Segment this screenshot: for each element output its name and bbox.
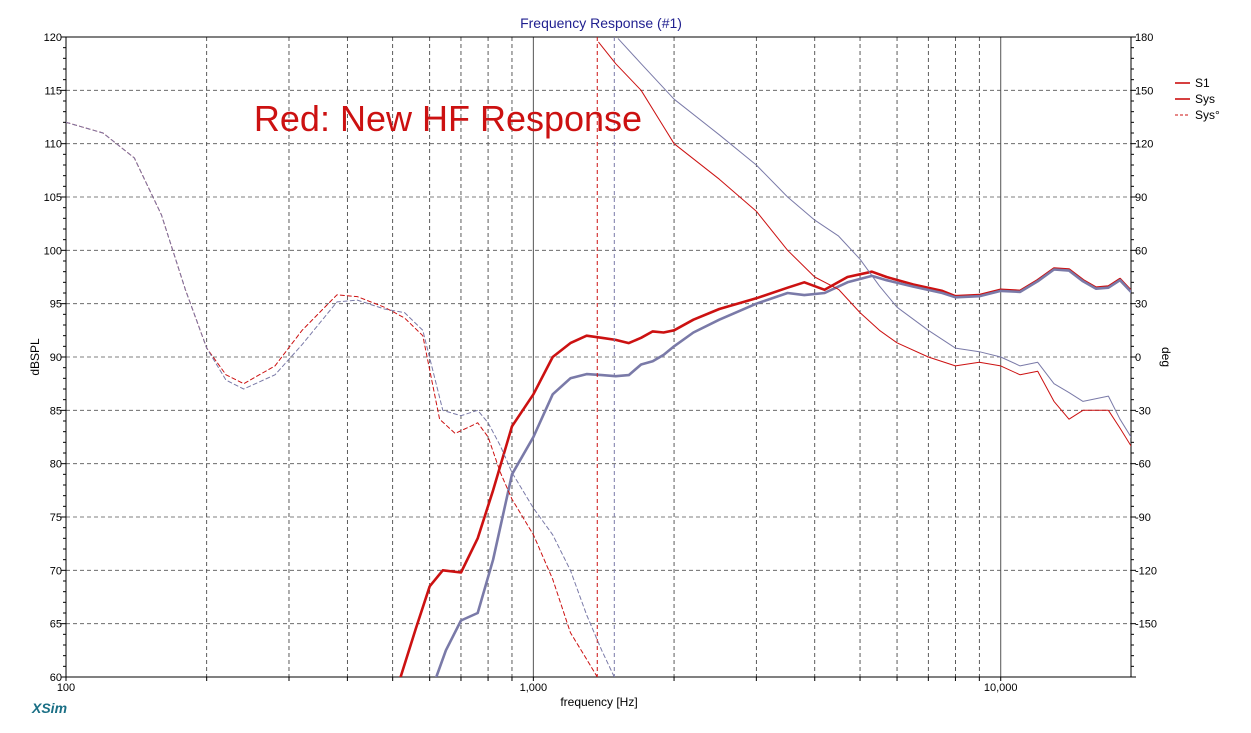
xsim-logo: XSim	[31, 700, 67, 716]
annotation-text: Red: New HF Response	[254, 98, 642, 139]
series-line-6	[617, 38, 1131, 438]
y2-tick-label: -30	[1135, 405, 1151, 417]
y2-tick-label: 0	[1135, 352, 1141, 364]
y-tick-label: 60	[50, 672, 62, 684]
x-tick-label: 10,000	[984, 682, 1018, 694]
y-tick-label: 90	[50, 352, 62, 364]
series-line-4	[66, 121, 615, 677]
y-tick-label: 120	[44, 32, 62, 44]
chart-title: Frequency Response (#1)	[520, 15, 682, 31]
y-tick-label: 115	[44, 85, 62, 97]
y2-tick-label: 150	[1135, 85, 1153, 97]
y-tick-label: 95	[50, 299, 62, 311]
legend: S1 Sys Sys°	[1175, 76, 1220, 122]
y-axis-label: dBSPL	[28, 338, 42, 376]
y-tick-label: 65	[50, 619, 62, 631]
axes: 60 65 70 75 80 85 90 95 100 105 110 115 120 -150 -120 -…	[44, 32, 1157, 694]
y2-axis-label: deg	[1159, 347, 1173, 367]
y-tick-label: 75	[50, 512, 62, 524]
x-tick-label: 1,000	[520, 682, 548, 694]
series-layer	[66, 37, 1131, 677]
y2-tick-label: 60	[1135, 245, 1147, 257]
y2-tick-label: 90	[1135, 192, 1147, 204]
legend-label: Sys°	[1195, 108, 1220, 122]
y-tick-label: 110	[44, 139, 62, 151]
series-line-2	[434, 268, 1131, 677]
y2-tick-label: 180	[1135, 32, 1153, 44]
y2-tick-label: -150	[1135, 619, 1157, 631]
y2-tick-label: -60	[1135, 459, 1151, 471]
legend-label: S1	[1195, 76, 1210, 90]
y-tick-label: 105	[44, 192, 62, 204]
plot-frame	[65, 36, 1132, 678]
y2-tick-label: -90	[1135, 512, 1151, 524]
x-axis-label: frequency [Hz]	[560, 695, 637, 709]
y-tick-label: 85	[50, 405, 62, 417]
x-tick-label: 100	[57, 682, 75, 694]
y2-tick-label: 30	[1135, 299, 1147, 311]
series-line-5	[598, 41, 1131, 447]
y2-tick-label: -120	[1135, 565, 1157, 577]
y-tick-label: 70	[50, 565, 62, 577]
y-tick-label: 100	[44, 245, 62, 257]
grid	[65, 36, 1131, 678]
y-tick-label: 80	[50, 459, 62, 471]
legend-label: Sys	[1195, 92, 1215, 106]
y2-tick-label: 120	[1135, 139, 1153, 151]
